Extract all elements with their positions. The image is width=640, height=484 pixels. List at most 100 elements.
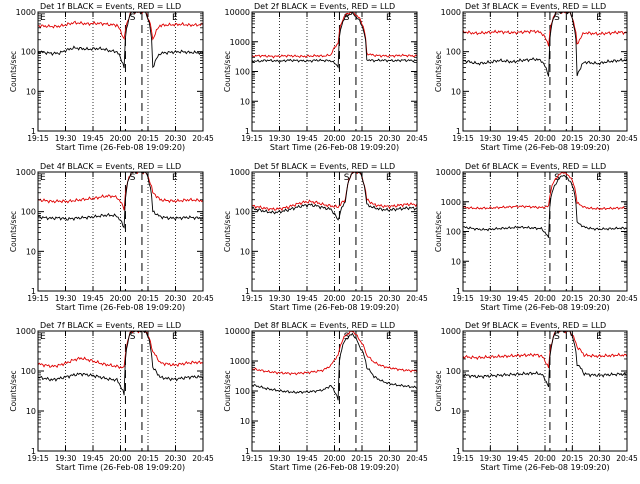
events-series-line	[37, 171, 204, 229]
y-tick-label: 1000	[230, 357, 250, 366]
chart-panel-3: Det 3f BLACK = Events, RED = LLD S E 1 10 100…	[434, 2, 638, 152]
marker-e: E	[172, 173, 178, 183]
x-tick-label: 19:45	[507, 134, 529, 143]
x-tick-label: 20:15	[137, 454, 159, 463]
y-axis-label: Counts/sec	[223, 51, 232, 92]
chart-panel-2: Det 2f BLACK = Events, RED = LLD S E 1 10 100…	[223, 2, 428, 152]
y-tick-label: 1000	[441, 327, 461, 336]
marker-e-left: E	[40, 13, 46, 23]
marker-e-left: E	[40, 173, 46, 183]
events-series-line	[37, 11, 204, 69]
x-tick-label: 19:45	[82, 134, 104, 143]
lld-series-line	[37, 11, 204, 41]
events-series-line	[251, 11, 417, 69]
y-tick-label: 100	[235, 68, 250, 77]
x-tick-label: 20:30	[379, 134, 401, 143]
x-tick-label: 20:45	[616, 134, 638, 143]
y-axis-label: Counts/sec	[223, 211, 232, 252]
y-tick-label: 10	[26, 87, 36, 96]
x-tick-label: 19:30	[480, 134, 502, 143]
x-tick-label: 19:45	[296, 294, 318, 303]
x-tick-label: 19:15	[27, 294, 49, 303]
y-tick-label: 100	[235, 387, 250, 396]
y-tick-label: 1	[31, 287, 36, 296]
y-tick-label: 1	[31, 447, 36, 456]
y-tick-label: 1000	[441, 8, 461, 17]
x-axis-label: Start Time (26-Feb-08 19:09:20)	[480, 463, 609, 472]
x-tick-label: 20:00	[110, 294, 132, 303]
x-tick-label: 19:15	[27, 454, 49, 463]
plot-frame	[462, 11, 628, 132]
x-tick-label: 20:15	[351, 134, 373, 143]
chart-title: Det 4f BLACK = Events, RED = LLD	[40, 162, 181, 171]
x-tick-label: 19:30	[480, 294, 502, 303]
plot-frame	[251, 171, 418, 292]
x-tick-label: 19:15	[452, 454, 474, 463]
chart-title: Det 3f BLACK = Events, RED = LLD	[465, 2, 606, 11]
x-tick-label: 20:15	[351, 454, 373, 463]
y-tick-label: 10	[26, 247, 36, 256]
y-tick-label: 100	[446, 48, 461, 57]
chart-panel-4: Det 4f BLACK = Events, RED = LLD S E E 1 10 10…	[9, 162, 214, 312]
x-tick-label: 20:45	[616, 294, 638, 303]
x-tick-label: 20:00	[324, 454, 346, 463]
y-axis-label: Counts/sec	[9, 370, 18, 411]
x-tick-label: 20:00	[324, 294, 346, 303]
chart-panel-9: Det 9f BLACK = Events, RED = LLD S E 1 10 100…	[434, 321, 638, 472]
y-tick-label: 1000	[441, 198, 461, 207]
lld-series-line	[37, 171, 204, 211]
events-series-line	[462, 174, 628, 238]
marker-e: E	[172, 13, 178, 23]
events-series-line	[251, 332, 418, 401]
y-tick-label: 1000	[230, 168, 250, 177]
x-tick-label: 20:00	[324, 134, 346, 143]
x-axis-label: Start Time (26-Feb-08 19:09:20)	[56, 303, 185, 312]
y-tick-label: 1	[31, 127, 36, 136]
x-tick-label: 20:45	[192, 294, 214, 303]
chart-title: Det 9f BLACK = Events, RED = LLD	[465, 321, 606, 330]
x-tick-label: 20:00	[110, 454, 132, 463]
marker-s: S	[130, 332, 136, 342]
x-tick-label: 20:30	[589, 294, 611, 303]
y-tick-label: 100	[446, 367, 461, 376]
events-series-line	[462, 330, 628, 388]
x-tick-label: 20:45	[406, 134, 428, 143]
marker-e: E	[596, 173, 602, 183]
marker-s: S	[344, 173, 350, 183]
y-tick-label: 10	[451, 407, 461, 416]
y-tick-label: 1000	[16, 168, 36, 177]
x-tick-label: 20:45	[192, 454, 214, 463]
x-tick-label: 20:00	[534, 454, 556, 463]
x-tick-label: 19:30	[480, 454, 502, 463]
x-tick-label: 19:30	[55, 134, 77, 143]
x-tick-label: 19:45	[82, 294, 104, 303]
marker-e: E	[386, 332, 392, 342]
lld-series-line	[462, 171, 628, 211]
y-tick-label: 1000	[16, 327, 36, 336]
x-tick-label: 20:00	[534, 294, 556, 303]
chart-title: Det 7f BLACK = Events, RED = LLD	[40, 321, 181, 330]
x-tick-label: 20:15	[562, 134, 584, 143]
x-tick-label: 19:45	[296, 134, 318, 143]
chart-panel-7: Det 7f BLACK = Events, RED = LLD S E E 1 10 10…	[9, 321, 214, 472]
x-axis-label: Start Time (26-Feb-08 19:09:20)	[270, 143, 399, 152]
x-tick-label: 19:45	[507, 454, 529, 463]
x-tick-label: 20:30	[589, 454, 611, 463]
lld-series-line	[251, 330, 418, 376]
x-tick-label: 19:45	[82, 454, 104, 463]
events-series-line	[37, 330, 204, 396]
marker-s: S	[130, 173, 136, 183]
chart-panel-8: Det 8f BLACK = Events, RED = LLD S E 1 10 100…	[223, 321, 428, 472]
x-tick-label: 19:15	[452, 134, 474, 143]
plot-frame	[462, 171, 628, 292]
lld-series-line	[251, 171, 418, 212]
x-axis-label: Start Time (26-Feb-08 19:09:20)	[270, 463, 399, 472]
x-tick-label: 19:30	[269, 454, 291, 463]
x-tick-label: 20:30	[589, 134, 611, 143]
plot-frame	[251, 11, 418, 132]
lld-series-line	[462, 330, 628, 369]
y-axis-label: Counts/sec	[434, 370, 443, 411]
y-tick-label: 100	[21, 367, 36, 376]
x-tick-label: 19:15	[241, 134, 263, 143]
